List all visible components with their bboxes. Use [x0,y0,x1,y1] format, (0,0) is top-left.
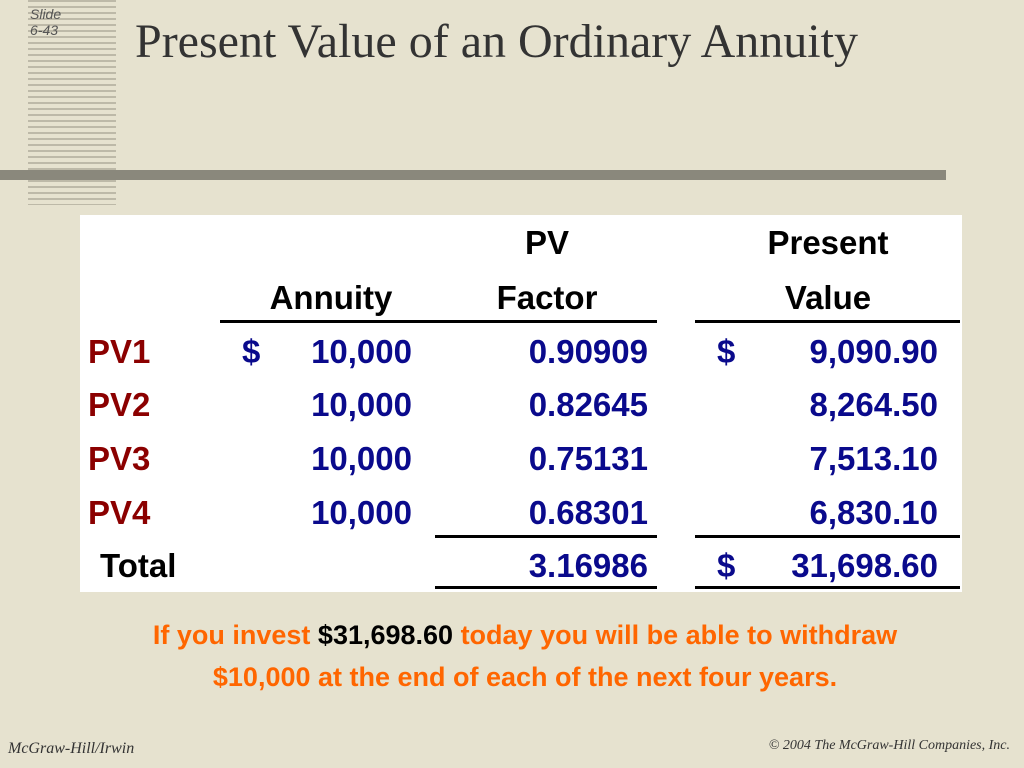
present-value: 7,513.10 [809,440,938,477]
row-label: PV4 [88,494,151,531]
factor-total: 3.16986 [528,547,648,584]
factor: 0.90909 [528,333,648,370]
currency: $ [717,333,736,370]
present-value: 9,090.90 [809,333,938,370]
note: If you invest $31,698.60 today you will … [105,614,945,698]
column-header: PV [524,224,570,261]
note-text: today you will be able to withdraw $10,0… [212,620,898,692]
total-label: Total [100,547,177,584]
column-header: Present [767,224,889,261]
present-value: 8,264.50 [809,386,938,423]
footer-left: McGraw-Hill/Irwin [8,740,135,757]
annuity: 10,000 [311,333,412,370]
rule [695,320,960,323]
rule [435,535,657,538]
present-value-total: 31,698.60 [791,547,938,584]
rule [220,320,657,323]
annuity: 10,000 [311,440,412,477]
decor-band [0,170,946,180]
slide-word: Slide [30,6,62,22]
rule [435,586,657,589]
factor: 0.82645 [528,386,648,423]
factor: 0.75131 [528,440,648,477]
column-header: Value [784,279,872,316]
annuity: 10,000 [311,494,412,531]
row-label: PV3 [88,440,151,477]
currency: $ [717,547,736,584]
title: Present Value of an Ordinary Annuity [135,15,858,68]
factor: 0.68301 [528,494,648,531]
table: Annuity PV Factor Present Value PV1 $ 10… [80,215,962,592]
currency: $ [242,333,261,370]
footer-right: © 2004 The McGraw-Hill Companies, Inc. [768,738,1010,753]
note-text: If you invest [152,620,318,650]
column-header: Annuity [269,279,393,316]
present-value: 6,830.10 [809,494,938,531]
column-header: Factor [496,279,598,316]
slide-number: 6-43 [30,22,59,38]
note-highlight: $31,698.60 [317,620,454,650]
row-label: PV1 [88,333,151,370]
rule [695,535,960,538]
row-label: PV2 [88,386,151,423]
slide-label: Slide 6-43 [30,6,61,38]
rule [695,586,960,589]
annuity: 10,000 [311,386,412,423]
